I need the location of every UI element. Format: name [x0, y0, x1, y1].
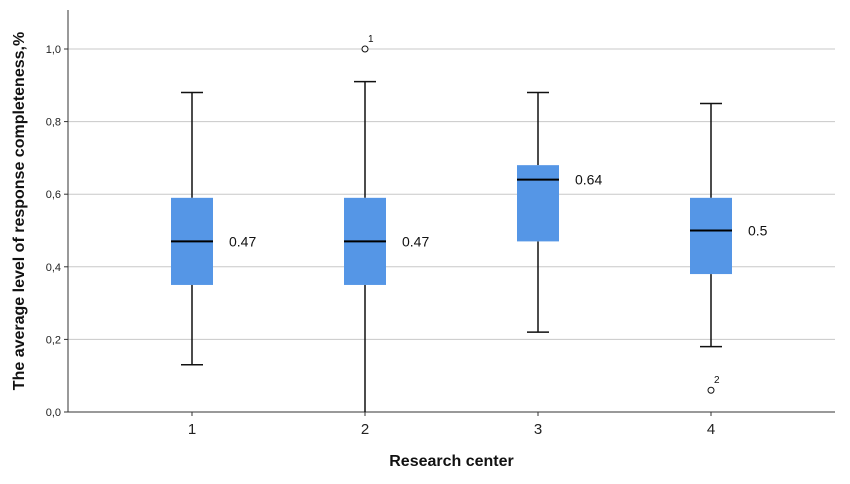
y-tick-label: 0,4	[46, 262, 61, 274]
x-tick-labels: 1 2 3 4	[188, 412, 715, 438]
x-tick-label: 1	[188, 421, 196, 438]
x-axis-title: Research center	[389, 453, 514, 470]
axes	[67, 10, 835, 413]
iqr-box	[517, 165, 559, 242]
outlier-label: 2	[714, 375, 720, 386]
outlier-point	[707, 386, 715, 394]
y-tick-label: 0,8	[46, 117, 61, 129]
box-group-center-1: 0.47	[171, 91, 256, 366]
x-tick-label: 2	[361, 421, 369, 438]
outlier-point	[361, 45, 369, 53]
y-tick-label: 1,0	[46, 44, 61, 56]
iqr-box	[690, 197, 732, 275]
outlier-label: 1	[368, 34, 374, 45]
box-group-center-4: 0.52	[690, 102, 768, 394]
x-tick-label: 4	[707, 421, 715, 438]
box-group-center-3: 0.64	[517, 91, 602, 333]
median-label: 0.64	[575, 172, 602, 188]
y-axis-title: The average level of response completene…	[11, 32, 28, 390]
median-label: 0.47	[229, 233, 256, 249]
median-label: 0.47	[402, 233, 429, 249]
x-tick-label: 3	[534, 421, 542, 438]
y-tick-label: 0,0	[46, 407, 61, 419]
median-label: 0.5	[748, 223, 768, 239]
y-tick-label: 0,2	[46, 334, 61, 346]
y-tick-labels: 0,0 0,2 0,4 0,6 0,8 1,0	[46, 44, 68, 419]
y-tick-label: 0,6	[46, 189, 61, 201]
box-group-center-2: 0.47 1	[344, 34, 429, 412]
